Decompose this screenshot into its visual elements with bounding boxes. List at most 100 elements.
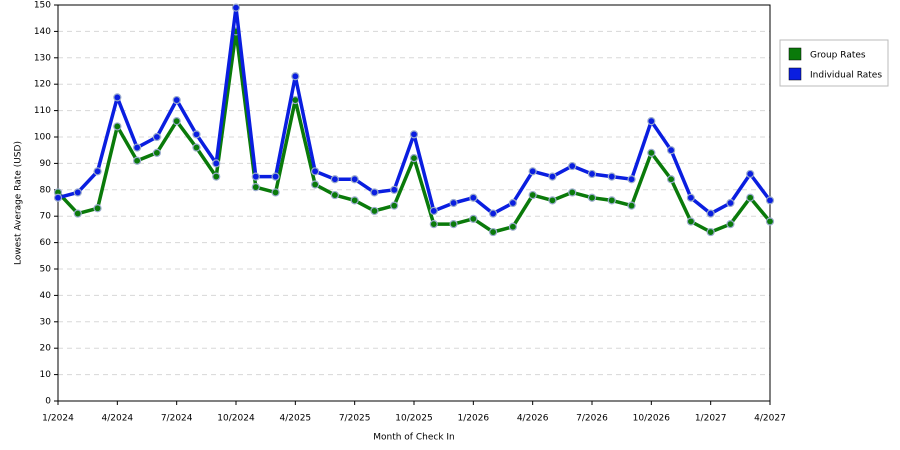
plot-frame <box>57 4 771 402</box>
legend-label: Group Rates <box>810 51 866 61</box>
point <box>429 206 438 216</box>
point <box>113 122 122 131</box>
point <box>528 167 537 176</box>
x-tick-label: 4/2025 <box>279 414 311 424</box>
y-tick-label: 40 <box>40 291 52 301</box>
point <box>231 3 241 12</box>
point <box>686 217 695 226</box>
point <box>765 217 775 226</box>
point <box>409 154 419 163</box>
y-tick-label: 20 <box>40 344 52 354</box>
point <box>271 188 280 197</box>
point <box>53 193 63 202</box>
legend-swatch <box>788 47 802 61</box>
point <box>133 143 142 152</box>
y-tick-label: 60 <box>40 238 52 248</box>
y-tick-label: 10 <box>40 370 52 380</box>
point <box>113 93 122 102</box>
point <box>133 156 142 165</box>
point <box>647 148 656 157</box>
point <box>746 193 755 202</box>
point <box>73 188 82 197</box>
point <box>607 196 616 205</box>
point <box>746 169 755 179</box>
point <box>192 130 201 139</box>
x-tick-label: 4/2024 <box>101 414 133 424</box>
point <box>152 132 161 142</box>
point <box>469 214 478 223</box>
point <box>311 180 320 189</box>
y-tick-label: 90 <box>40 159 52 169</box>
point <box>212 159 221 168</box>
y-tick-label: 100 <box>34 133 51 143</box>
point <box>390 201 399 210</box>
point <box>548 172 557 181</box>
point <box>508 198 517 208</box>
point <box>706 227 715 237</box>
point <box>726 198 735 208</box>
point <box>350 196 359 205</box>
y-tick-label: 130 <box>34 53 51 63</box>
x-tick-label: 1/2027 <box>695 414 727 424</box>
point <box>93 204 102 213</box>
point <box>568 161 577 171</box>
x-tick-label: 10/2024 <box>217 414 255 424</box>
x-tick-label: 10/2025 <box>395 414 432 424</box>
point <box>350 175 359 184</box>
x-tick-label: 1/2026 <box>457 414 489 424</box>
point <box>192 143 201 152</box>
point <box>409 130 419 139</box>
point <box>429 220 438 229</box>
point <box>469 193 478 202</box>
point <box>93 167 102 176</box>
y-tick-label: 70 <box>40 212 52 222</box>
point <box>587 169 597 179</box>
x-axis-label: Month of Check In <box>373 433 455 443</box>
x-tick-label: 4/2027 <box>754 414 786 424</box>
y-tick-label: 120 <box>34 80 51 90</box>
point <box>330 175 339 184</box>
legend-swatch <box>788 67 802 81</box>
point <box>568 188 577 197</box>
point <box>251 172 260 181</box>
point <box>706 209 715 218</box>
point <box>212 172 221 181</box>
point <box>172 95 181 105</box>
point <box>528 190 537 200</box>
point <box>330 190 339 200</box>
y-tick-label: 140 <box>34 27 51 37</box>
point <box>627 201 636 210</box>
point <box>449 220 458 229</box>
point <box>311 167 320 176</box>
y-tick-label: 50 <box>40 265 52 275</box>
point <box>726 220 735 229</box>
y-tick-label: 110 <box>34 106 51 116</box>
y-tick-label: 150 <box>34 1 51 11</box>
point <box>627 175 636 184</box>
point <box>251 183 260 192</box>
x-tick-label: 7/2024 <box>161 414 193 424</box>
y-tick-label: 30 <box>40 317 52 327</box>
x-tick-label: 4/2026 <box>517 414 549 424</box>
point <box>449 198 458 208</box>
point <box>370 188 379 197</box>
x-tick-label: 7/2026 <box>576 414 608 424</box>
point <box>667 175 676 184</box>
point <box>587 193 597 202</box>
point <box>73 209 82 218</box>
y-axis-label: Lowest Average Rate (USD) <box>14 141 24 265</box>
point <box>489 227 498 237</box>
point <box>152 148 161 157</box>
point <box>667 146 676 155</box>
point <box>489 209 498 218</box>
legend-label: Individual Rates <box>810 71 882 81</box>
point <box>291 72 300 81</box>
point <box>271 172 280 181</box>
point <box>370 206 379 216</box>
x-tick-label: 1/2024 <box>42 414 74 424</box>
point <box>686 193 695 202</box>
point <box>647 117 656 126</box>
point <box>172 117 181 126</box>
